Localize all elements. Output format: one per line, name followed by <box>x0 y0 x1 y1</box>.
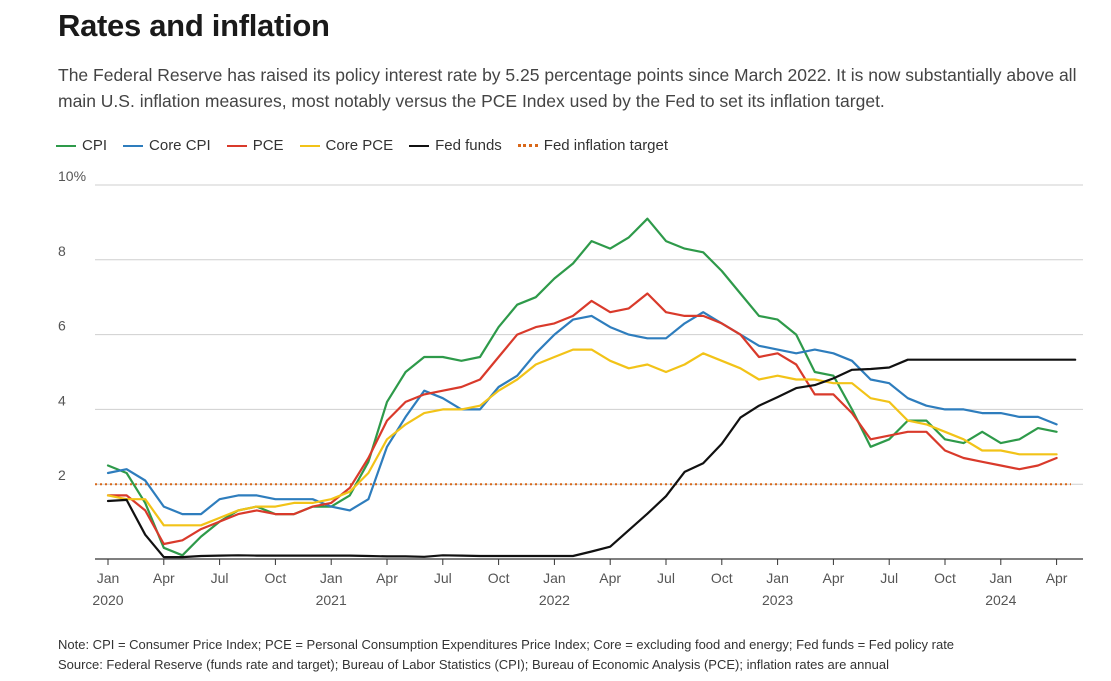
series-line-core-pce <box>106 348 1058 527</box>
x-tick-label-3: Oct <box>265 570 287 586</box>
legend-label-fed-target: Fed inflation target <box>543 137 669 154</box>
legend-swatch-core-pce <box>299 144 320 147</box>
legend-swatch-core-cpi <box>123 144 144 147</box>
x-tick-label-16: Jan <box>990 570 1013 586</box>
footnote-note: Note: CPI = Consumer Price Index; PCE = … <box>58 637 955 652</box>
x-tick-label-4: Jan <box>320 570 343 586</box>
x-tick-label-2: Jul <box>211 570 229 586</box>
x-tick-label-1: Apr <box>153 570 175 586</box>
series-line-fed-funds <box>106 358 1077 559</box>
x-tick-label-8: Jan <box>543 570 566 586</box>
x-tick-label-5: Apr <box>376 570 398 586</box>
y-tick-label-6: 6 <box>58 318 66 334</box>
legend-label-core-pce: Core PCE <box>325 137 394 154</box>
chart-subtitle: The Federal Reserve has raised its polic… <box>58 65 1077 111</box>
legend-item-core-pce: Core PCE <box>299 137 394 154</box>
legend-label-core-cpi: Core CPI <box>149 137 211 154</box>
legend-item-fed-funds: Fed funds <box>409 137 502 154</box>
y-tick-label-2: 2 <box>58 467 66 483</box>
x-tick-label-6: Jul <box>434 570 452 586</box>
legend-item-core-cpi: Core CPI <box>123 137 211 154</box>
legend-swatch-cpi <box>56 144 76 147</box>
x-tick-label-15: Oct <box>934 570 956 586</box>
x-year-label-2021: 2021 <box>316 592 347 608</box>
x-tick-label-12: Jan <box>766 570 789 586</box>
x-tick-label-9: Apr <box>599 570 621 586</box>
x-year-label-2020: 2020 <box>92 592 123 608</box>
legend-label-cpi: CPI <box>82 137 108 154</box>
series-line-pce <box>106 292 1058 546</box>
x-tick-label-7: Oct <box>488 570 510 586</box>
x-tick-label-17: Apr <box>1046 570 1068 586</box>
legend-label-pce: PCE <box>252 137 284 154</box>
footnote-source: Source: Federal Reserve (funds rate and … <box>58 657 889 672</box>
y-tick-label-10: 10% <box>58 168 86 184</box>
legend-item-fed-target: Fed inflation target <box>517 137 669 154</box>
x-year-label-2023: 2023 <box>762 592 793 608</box>
x-year-label-2024: 2024 <box>985 592 1016 608</box>
x-tick-label-10: Jul <box>657 570 675 586</box>
y-tick-label-4: 4 <box>58 392 66 408</box>
legend-swatch-fed-target <box>517 144 538 147</box>
x-tick-label-13: Apr <box>823 570 845 586</box>
y-tick-label-8: 8 <box>58 243 66 259</box>
legend-item-pce: PCE <box>226 137 284 154</box>
legend-item-cpi: CPI <box>56 137 107 154</box>
x-tick-label-0: Jan <box>97 570 120 586</box>
x-year-label-2022: 2022 <box>539 592 570 608</box>
legend: CPI Core CPI PCE Core PCE Fed funds Fed … <box>56 137 684 154</box>
legend-swatch-fed-funds <box>409 144 430 147</box>
x-tick-label-11: Oct <box>711 570 733 586</box>
series-line-core-cpi <box>106 311 1058 516</box>
legend-swatch-pce <box>226 144 247 147</box>
chart-title: Rates and inflation <box>58 8 330 43</box>
x-tick-label-14: Jul <box>880 570 898 586</box>
series-line-cpi <box>106 217 1058 557</box>
legend-label-fed-funds: Fed funds <box>435 137 502 154</box>
